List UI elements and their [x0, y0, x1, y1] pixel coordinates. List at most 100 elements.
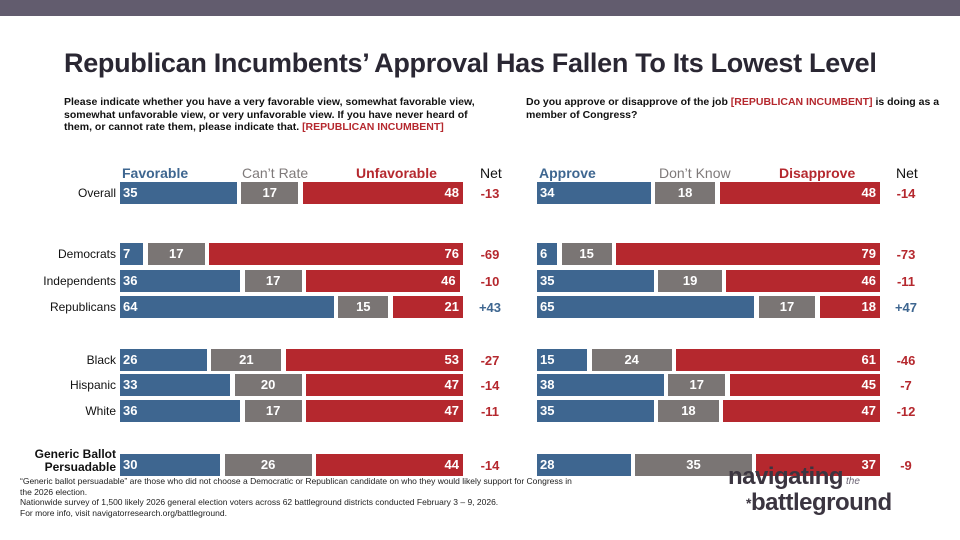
bar-neutral: 24: [591, 349, 672, 371]
row-label: Generic Ballot Persuadable: [34, 447, 116, 474]
logo-line2: battleground: [750, 489, 892, 516]
bar-neutral: 18: [658, 400, 719, 422]
bar-neutral: 17: [668, 374, 726, 396]
logo-row1: navigating the: [728, 464, 892, 490]
bar-positive: 65: [537, 296, 755, 318]
legend-negative-0: Unfavorable: [356, 165, 437, 181]
net-value: -11: [896, 274, 916, 289]
bar-positive: 36: [120, 270, 241, 292]
bar-positive: 33: [120, 374, 231, 396]
bar-negative: 61: [676, 349, 880, 371]
bar-positive: 15: [537, 349, 588, 371]
net-value: -13: [480, 186, 500, 201]
navigating-battleground-logo: navigating the *battleground: [728, 464, 892, 516]
row-label: Democrats: [57, 247, 116, 261]
net-value: -14: [896, 186, 916, 201]
legend-neutral-1: Don’t Know: [659, 165, 731, 181]
bar-positive: 30: [120, 454, 221, 476]
bar-negative: 47: [723, 400, 880, 422]
bar-negative: 18: [819, 296, 880, 318]
right-question-post: is doing as a member of Congress?: [526, 96, 940, 121]
legend-neutral-0: Can’t Rate: [242, 165, 309, 181]
bar-neutral: 15: [561, 243, 612, 265]
bar-positive: 38: [537, 374, 664, 396]
net-value: +47: [894, 300, 918, 315]
bar-positive: 34: [537, 182, 651, 204]
bar-positive: 35: [537, 270, 654, 292]
bar-neutral: 35: [635, 454, 752, 476]
net-value: -69: [480, 247, 500, 262]
bar-negative: 76: [209, 243, 463, 265]
bar-positive: 35: [537, 400, 654, 422]
net-value: -14: [480, 378, 500, 393]
bar-neutral: 17: [244, 400, 302, 422]
net-header-0: Net: [480, 165, 502, 181]
bar-negative: 21: [392, 296, 463, 318]
footnote-2: Nationwide survey of 1,500 likely 2026 g…: [20, 497, 499, 507]
net-value: -46: [896, 353, 916, 368]
bar-neutral: 19: [658, 270, 722, 292]
bar-negative: 48: [302, 182, 463, 204]
legend-positive-0: Favorable: [122, 165, 189, 181]
bar-positive: 35: [120, 182, 237, 204]
net-value: -73: [896, 247, 916, 262]
footnote-3: For more info, visit navigatorresearch.o…: [20, 507, 227, 518]
bar-neutral: 20: [234, 374, 302, 396]
bar-negative: 53: [285, 349, 463, 371]
bar-negative: 48: [719, 182, 880, 204]
legend-positive-1: Approve: [539, 165, 596, 181]
net-value: -14: [480, 458, 500, 473]
bar-neutral: 17: [244, 270, 302, 292]
bar-positive: 28: [537, 454, 631, 476]
row-label: White: [85, 404, 116, 418]
logo-the: the: [846, 476, 860, 487]
left-question: Please indicate whether you have a very …: [64, 96, 484, 134]
logo-line2-wrap: *battleground: [746, 490, 892, 516]
bar-negative: 45: [729, 374, 880, 396]
bar-neutral: 15: [338, 296, 389, 318]
logo-star-icon: *: [746, 495, 751, 511]
row-label: Black: [86, 353, 116, 367]
bar-positive: 7: [120, 243, 144, 265]
right-question-pre: Do you approve or disapprove of the job: [526, 96, 728, 108]
page-title: Republican Incumbents’ Approval Has Fall…: [64, 48, 877, 78]
bar-neutral: 17: [241, 182, 299, 204]
bar-negative: 44: [316, 454, 463, 476]
right-question-tag: [REPUBLICAN INCUMBENT]: [730, 96, 873, 108]
bar-positive: 64: [120, 296, 334, 318]
left-question-text: Please indicate whether you have a very …: [64, 96, 475, 133]
left-question-tag: [REPUBLICAN INCUMBENT]: [302, 121, 444, 133]
bar-negative: 79: [616, 243, 880, 265]
bar-positive: 26: [120, 349, 207, 371]
net-value: -9: [900, 458, 912, 473]
bar-neutral: 26: [224, 454, 312, 476]
bar-positive: 6: [537, 243, 558, 265]
bar-neutral: 17: [147, 243, 205, 265]
bar-neutral: 17: [758, 296, 816, 318]
bar-negative: 37: [756, 454, 880, 476]
net-value: -7: [900, 378, 912, 393]
row-label: Independents: [43, 274, 116, 288]
legend-negative-1: Disapprove: [779, 165, 856, 181]
net-value: -10: [480, 274, 500, 289]
bar-neutral: 18: [655, 182, 716, 204]
footnotes: “Generic ballot persuadable” are those w…: [20, 476, 580, 518]
bar-negative: 46: [306, 270, 460, 292]
bar-neutral: 21: [211, 349, 282, 371]
right-question: Do you approve or disapprove of the job …: [526, 96, 946, 121]
row-label: Hispanic: [69, 378, 116, 392]
bar-negative: 47: [306, 400, 463, 422]
net-value: -11: [480, 404, 500, 419]
logo-line1: navigating: [728, 463, 844, 490]
net-value: +43: [478, 300, 502, 315]
top-band: [0, 0, 960, 16]
net-value: -12: [896, 404, 916, 419]
row-label: Republicans: [49, 300, 116, 314]
bar-negative: 46: [726, 270, 880, 292]
row-label: Overall: [77, 186, 116, 200]
net-value: -27: [480, 353, 500, 368]
net-header-1: Net: [896, 165, 918, 181]
footnote-1: “Generic ballot persuadable” are those w…: [20, 476, 572, 497]
bar-positive: 36: [120, 400, 241, 422]
bar-negative: 47: [306, 374, 463, 396]
